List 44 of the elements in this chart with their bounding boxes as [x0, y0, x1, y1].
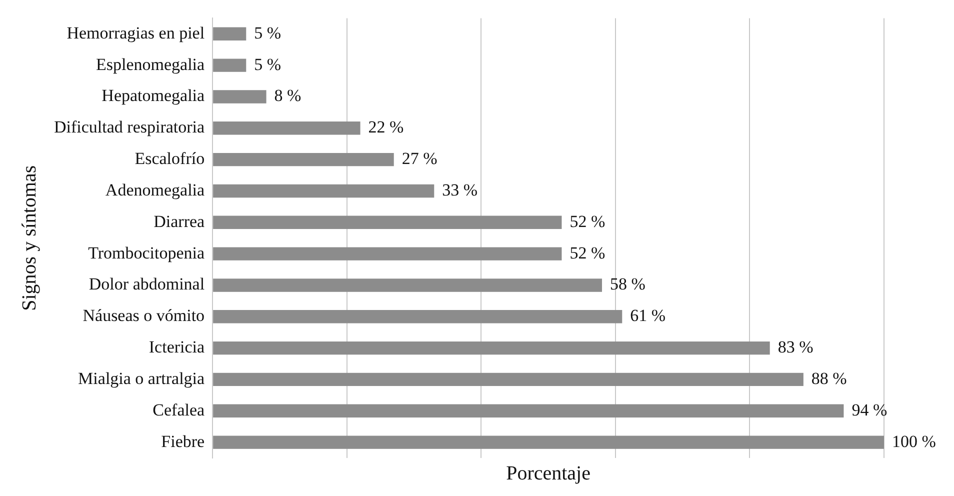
data-label: 8 % — [274, 86, 302, 106]
y-tick-label: Hepatomegalia — [102, 86, 206, 106]
y-tick-label: Esplenomegalia — [96, 54, 206, 74]
y-axis-title: Signos y síntomas — [18, 165, 40, 311]
data-label: 52 % — [570, 212, 606, 231]
bar — [213, 152, 394, 166]
y-tick-label: Náuseas o vómito — [82, 306, 205, 326]
data-label: 94 % — [852, 400, 888, 420]
bar — [213, 27, 246, 41]
bar — [213, 372, 804, 386]
y-tick-label: Diarrea — [154, 212, 206, 231]
data-label: 27 % — [402, 149, 438, 168]
y-tick-label: Adenomegalia — [105, 180, 206, 200]
bar — [213, 247, 562, 260]
data-label: 5 % — [254, 23, 282, 42]
data-label: 22 % — [368, 118, 404, 137]
y-tick-label: Cefalea — [152, 400, 206, 420]
data-label: 83 % — [778, 338, 814, 357]
data-label: 5 % — [254, 54, 282, 74]
y-tick-label: Escalofrío — [134, 149, 205, 168]
data-label: 88 % — [811, 368, 847, 388]
bar — [213, 436, 884, 449]
bar — [213, 404, 844, 418]
bar — [213, 58, 246, 72]
data-label: 58 % — [610, 274, 646, 294]
data-label: 33 % — [442, 180, 478, 200]
bar — [213, 278, 602, 292]
data-label: 100 % — [892, 432, 936, 451]
bar — [213, 122, 360, 135]
bar — [213, 216, 562, 229]
bar — [213, 90, 266, 104]
y-tick-label: Dificultad respiratoria — [54, 118, 206, 137]
y-tick-label: Ictericia — [148, 338, 206, 357]
bar — [213, 310, 622, 324]
x-axis-title: Porcentaje — [506, 462, 591, 484]
bar — [213, 184, 434, 198]
y-tick-label: Trombocitopenia — [88, 243, 206, 262]
data-label: 61 % — [630, 306, 666, 326]
y-tick-label: Fiebre — [161, 432, 205, 451]
y-tick-label: Dolor abdominal — [88, 274, 205, 294]
y-tick-label: Mialgia o artralgia — [78, 368, 206, 388]
y-tick-label: Hemorragias en piel — [66, 23, 205, 42]
bar — [213, 341, 770, 355]
data-label: 52 % — [570, 243, 606, 262]
